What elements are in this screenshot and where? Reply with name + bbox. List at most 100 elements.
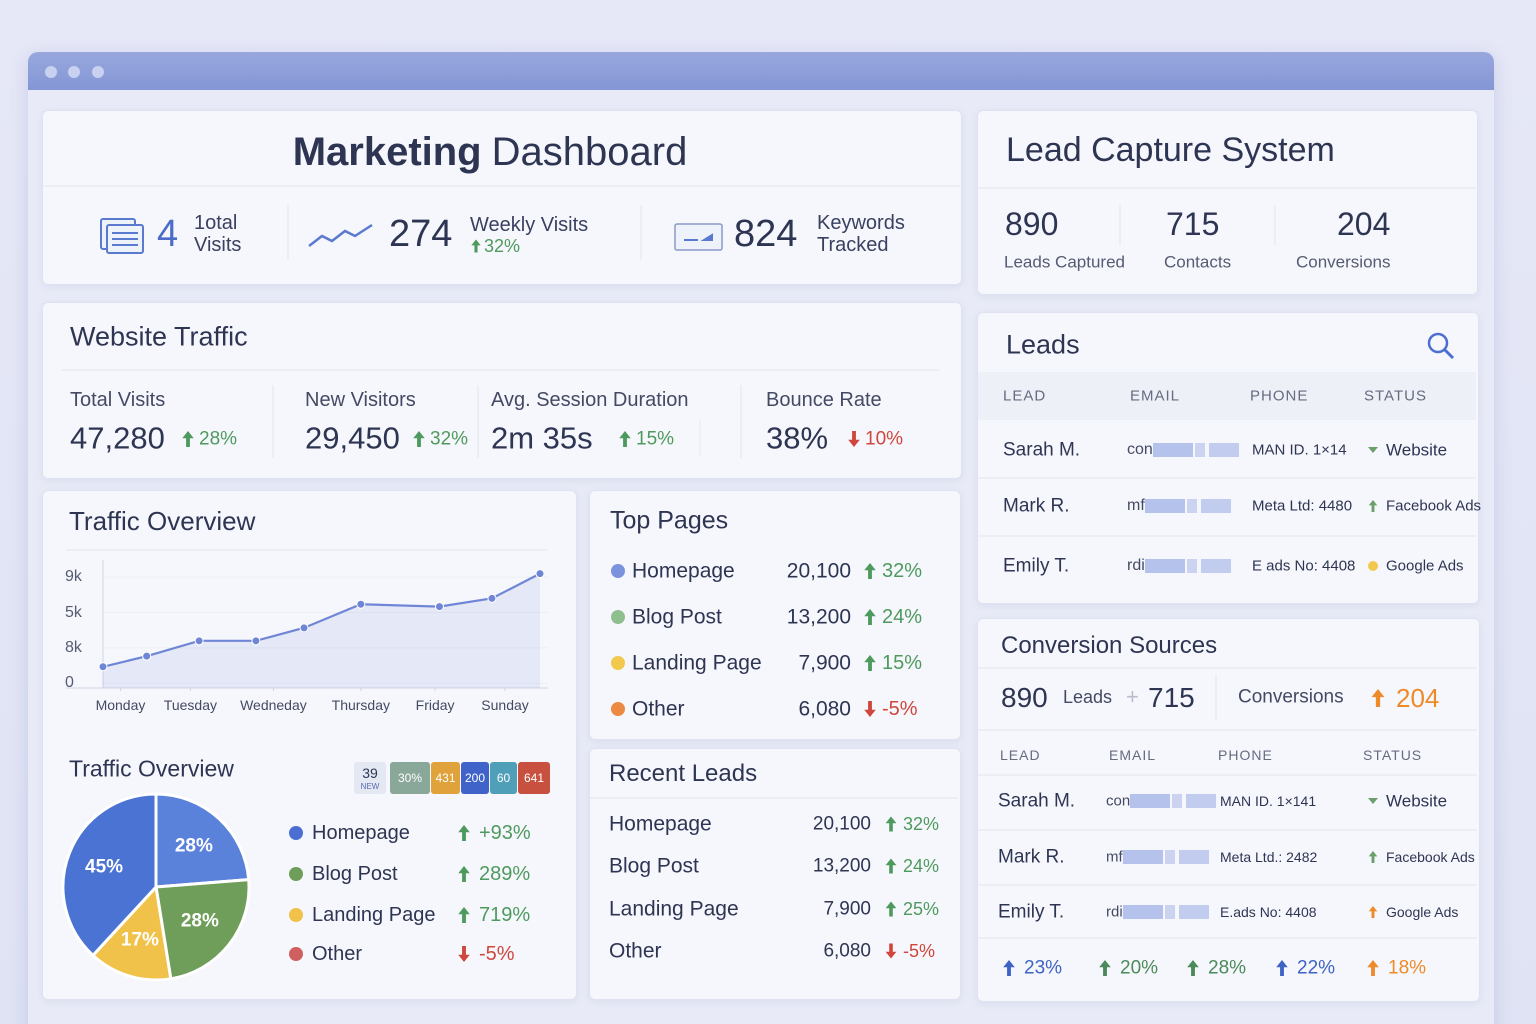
- metric-value: 47,280: [70, 420, 165, 456]
- lead-name: Sarah M.: [1003, 439, 1081, 461]
- x-tick-label: Monday: [95, 697, 146, 713]
- column-header: LEAD: [1003, 387, 1047, 405]
- lead-capture-card: [977, 110, 1478, 295]
- title-rest: Dashboard: [491, 130, 688, 174]
- summary-card: [42, 110, 962, 285]
- page-change: 24%: [882, 606, 923, 628]
- stat-label: Conversions: [1296, 252, 1391, 272]
- lead-status: Facebook Ads: [1386, 497, 1482, 515]
- recent-leads-card: [589, 748, 961, 1000]
- legend-name: Landing Page: [312, 904, 436, 926]
- metric-value: 2m 35s: [491, 420, 593, 456]
- cs-value: 715: [1148, 682, 1195, 713]
- card-title: Lead Capture System: [1006, 131, 1335, 169]
- card-title: Top Pages: [610, 506, 729, 535]
- lead-phone: Meta Ltd.: 2482: [1220, 849, 1318, 865]
- page-change: 15%: [882, 652, 923, 674]
- stat-value: 204: [1337, 206, 1391, 242]
- summary-change: 32%: [484, 236, 521, 256]
- cs-change: 20%: [1120, 957, 1159, 979]
- cs-label: Conversions: [1238, 686, 1344, 708]
- metric-label: Avg. Session Duration: [491, 389, 689, 411]
- lead-phone: MAN ID. 1×141: [1220, 793, 1317, 809]
- top-pages-card: [589, 490, 961, 740]
- summary-label: Tracked: [817, 234, 889, 256]
- lead-name: Emily T.: [998, 901, 1065, 923]
- summary-value: 274: [389, 213, 453, 255]
- metric-label: Total Visits: [70, 389, 166, 411]
- metric-change: 32%: [430, 428, 469, 450]
- recent-value: 6,080: [823, 940, 871, 962]
- title-strong: Marketing: [292, 130, 482, 174]
- cs-value: 890: [1001, 682, 1048, 713]
- lead-status: Google Ads: [1386, 904, 1459, 920]
- legend-name: Homepage: [312, 822, 410, 844]
- pie-label: 28%: [180, 910, 219, 932]
- card-title: Recent Leads: [609, 760, 758, 787]
- lead-name: Mark R.: [1003, 495, 1070, 517]
- lead-email: con: [1106, 792, 1131, 810]
- recent-name: Landing Page: [609, 897, 739, 921]
- recent-change: 25%: [903, 899, 940, 919]
- cs-change: 23%: [1024, 957, 1063, 979]
- website-traffic-card: [42, 302, 962, 479]
- badge-value: 39: [362, 765, 378, 781]
- legend-change: +93%: [479, 822, 531, 844]
- summary-label: Weekly Visits: [470, 214, 589, 236]
- page-name: Landing Page: [632, 651, 762, 675]
- summary-label: Visits: [194, 234, 242, 256]
- lead-status: Website: [1386, 440, 1448, 460]
- summary-label: 1otal: [194, 212, 238, 234]
- lead-status: Facebook Ads: [1386, 849, 1475, 865]
- stat-label: Contacts: [1164, 252, 1232, 272]
- column-header: PHONE: [1218, 747, 1273, 763]
- y-tick-label: 0: [65, 674, 74, 692]
- column-header: STATUS: [1364, 387, 1427, 405]
- lead-email: rdi: [1127, 557, 1145, 574]
- summary-label: Keywords: [817, 212, 905, 234]
- metric-change: 10%: [865, 428, 904, 450]
- lead-email: mf: [1127, 497, 1145, 514]
- recent-name: Blog Post: [609, 854, 699, 878]
- stat-label: Leads Captured: [1004, 252, 1125, 272]
- metric-label: Bounce Rate: [766, 389, 882, 411]
- recent-value: 13,200: [812, 855, 871, 877]
- pie-label: 17%: [120, 929, 159, 951]
- page-value: 20,100: [786, 559, 851, 583]
- x-tick-label: Wedneday: [240, 697, 307, 713]
- chart-title: Traffic Overview: [69, 755, 234, 782]
- page-change: -5%: [882, 698, 918, 720]
- cs-change: 18%: [1388, 957, 1427, 979]
- metric-label: New Visitors: [305, 389, 416, 411]
- column-header: EMAIL: [1130, 387, 1181, 405]
- lead-phone: MAN ID. 1×14: [1252, 441, 1347, 459]
- chart-title: Traffic Overview: [69, 506, 256, 536]
- card-title: Conversion Sources: [1001, 632, 1218, 659]
- legend-change: -5%: [479, 943, 515, 965]
- page-title: Marketing Dashboard: [293, 132, 688, 172]
- x-tick-label: Friday: [415, 697, 455, 713]
- badge-value: 30%: [397, 771, 423, 785]
- badge-value: 641: [523, 771, 545, 785]
- lead-phone: E ads No: 4408: [1252, 557, 1356, 575]
- recent-change: 24%: [903, 856, 940, 876]
- metric-change: 28%: [199, 428, 238, 450]
- page-name: Blog Post: [632, 605, 722, 629]
- pie-label: 28%: [174, 835, 213, 857]
- page-value: 6,080: [798, 697, 851, 721]
- lead-status: Website: [1386, 791, 1448, 811]
- lead-email: con: [1127, 441, 1153, 458]
- badge-value: 200: [464, 771, 486, 785]
- page-name: Other: [632, 697, 685, 721]
- lead-email: mf: [1106, 848, 1123, 866]
- x-tick-label: Thursday: [331, 697, 391, 713]
- cs-value: 204: [1396, 683, 1440, 713]
- card-title: Website Traffic: [70, 321, 248, 352]
- cs-label: Leads: [1063, 687, 1113, 707]
- lead-email: rdi: [1106, 903, 1123, 921]
- lead-name: Emily T.: [1003, 555, 1070, 577]
- page-value: 13,200: [786, 605, 851, 629]
- legend-name: Other: [312, 943, 363, 965]
- leads-card: [977, 312, 1479, 604]
